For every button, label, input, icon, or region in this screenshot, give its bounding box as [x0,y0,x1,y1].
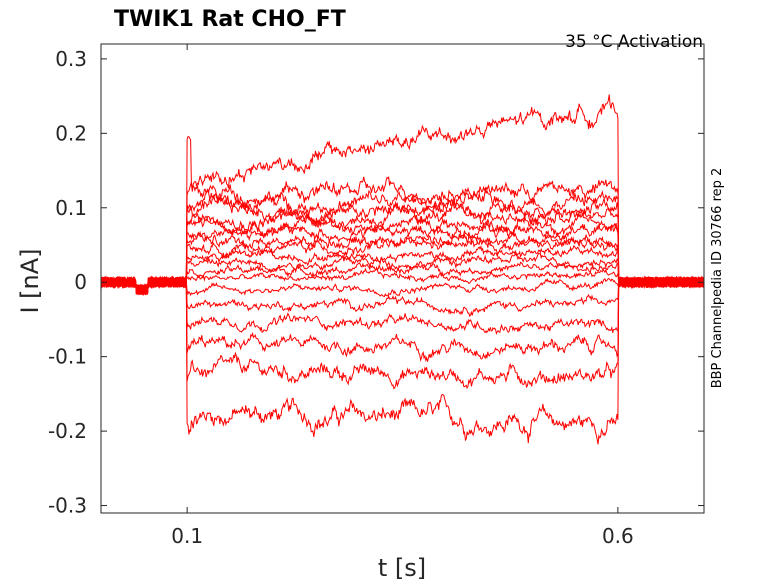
y-tick-label: 0.2 [55,121,87,145]
x-axis: 0.1 0.6 [171,44,634,548]
y-tick-label: 0.3 [55,47,87,71]
series-line [100,275,705,390]
chart-annotation: 35 °C Activation [565,32,703,52]
series-line [100,221,705,295]
side-label: BBP Channelpedia ID 30766 rep 2 [710,168,725,389]
x-tick-label: 0.6 [602,524,634,548]
series-line [100,185,705,296]
series-line [100,234,705,295]
y-tick-label: 0.1 [55,196,87,220]
series-line [100,275,705,298]
x-tick-label: 0.1 [171,524,203,548]
x-axis-label: t [s] [378,554,426,582]
plot-frame [100,43,705,514]
y-axis: 0.3 0.2 0.1 0 -0.1 -0.2 -0.3 [48,47,704,518]
series-line [100,267,705,295]
series-line [100,275,705,363]
series-line [100,212,705,296]
series-line [100,176,705,294]
series-line [100,275,705,335]
trace-group [100,94,705,445]
series-line [100,275,705,318]
series-line [100,251,705,294]
series-line [100,244,705,295]
y-tick-label: -0.1 [48,345,87,369]
y-axis-label: I [nA] [16,248,44,313]
series-line [100,261,705,295]
y-tick-label: 0 [74,270,87,294]
chart-title: TWIK1 Rat CHO_FT [114,7,346,32]
series-line [100,275,705,445]
y-tick-label: -0.2 [48,419,87,443]
series-line [101,94,705,296]
series-line [100,194,705,294]
y-tick-label: -0.3 [48,494,87,518]
